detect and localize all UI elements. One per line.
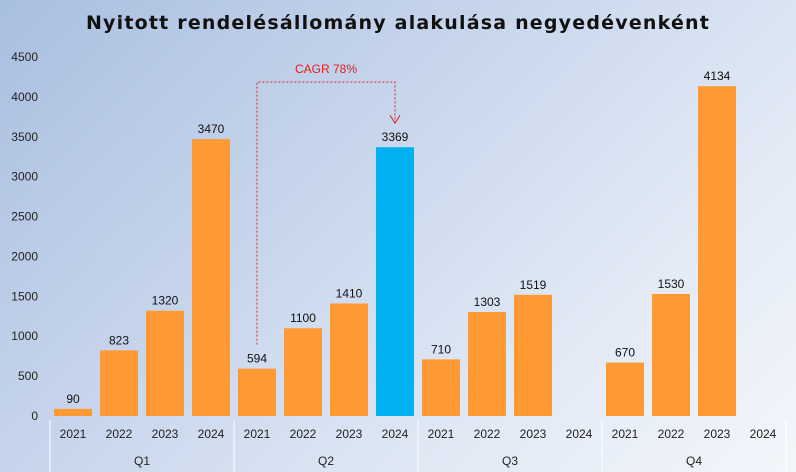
x-tick-label-year: 2022: [106, 427, 133, 441]
x-tick-label-year: 2021: [244, 427, 271, 441]
x-tick-label-year: 2023: [336, 427, 363, 441]
y-tick-label: 2000: [11, 249, 38, 263]
bar: [284, 328, 322, 416]
x-group-label: Q2: [318, 454, 334, 468]
data-label: 594: [247, 352, 267, 366]
x-tick-label-year: 2023: [520, 427, 547, 441]
bar: [238, 368, 276, 416]
bar: [468, 312, 506, 416]
x-group-label: Q4: [686, 454, 702, 468]
bar: [146, 310, 184, 416]
data-label: 3369: [382, 130, 409, 144]
data-label: 3470: [198, 122, 225, 136]
x-tick-label-year: 2024: [750, 427, 777, 441]
cagr-label: CAGR 78%: [295, 62, 357, 76]
x-tick-label-year: 2022: [290, 427, 317, 441]
bar: [422, 359, 460, 416]
y-tick-label: 2500: [11, 210, 38, 224]
x-tick-label-year: 2024: [382, 427, 409, 441]
x-group-label: Q3: [502, 454, 518, 468]
y-tick-label: 500: [18, 369, 38, 383]
y-tick-label: 0: [31, 409, 38, 423]
x-group-label: Q1: [134, 454, 150, 468]
bar: [330, 303, 368, 416]
data-label: 4134: [704, 69, 731, 83]
y-tick-label: 4000: [11, 90, 38, 104]
x-tick-label-year: 2021: [428, 427, 455, 441]
chart-title: Nyitott rendelésállomány alakulása negye…: [85, 12, 711, 34]
y-tick-label: 4500: [11, 50, 38, 64]
bar: [54, 408, 92, 416]
y-tick-label: 1000: [11, 329, 38, 343]
data-label: 670: [615, 346, 635, 360]
bar: [606, 362, 644, 416]
data-label: 710: [431, 342, 451, 356]
y-tick-label: 3500: [11, 130, 38, 144]
data-label: 90: [66, 392, 80, 406]
x-tick-label-year: 2022: [658, 427, 685, 441]
x-tick-label-year: 2021: [60, 427, 87, 441]
bar: [192, 139, 230, 416]
cagr-arrowhead: [389, 114, 401, 125]
x-tick-label-year: 2024: [198, 427, 225, 441]
y-tick-label: 1500: [11, 289, 38, 303]
bar-highlight: [376, 147, 414, 416]
x-tick-label-year: 2023: [152, 427, 179, 441]
x-tick-label-year: 2024: [566, 427, 593, 441]
x-tick-label-year: 2022: [474, 427, 501, 441]
x-tick-label-year: 2023: [704, 427, 731, 441]
data-label: 1303: [474, 295, 501, 309]
bar: [514, 294, 552, 416]
bar: [698, 86, 736, 416]
cagr-connector-line: [256, 81, 396, 345]
bar: [100, 350, 138, 416]
data-label: 1100: [290, 311, 316, 325]
data-label: 1410: [336, 287, 363, 301]
data-label: 1530: [658, 277, 685, 291]
data-label: 823: [109, 333, 129, 347]
data-label: 1519: [520, 278, 547, 292]
y-tick-label: 3000: [11, 170, 38, 184]
data-label: 1320: [152, 294, 179, 308]
bar: [652, 293, 690, 416]
x-tick-label-year: 2021: [612, 427, 639, 441]
